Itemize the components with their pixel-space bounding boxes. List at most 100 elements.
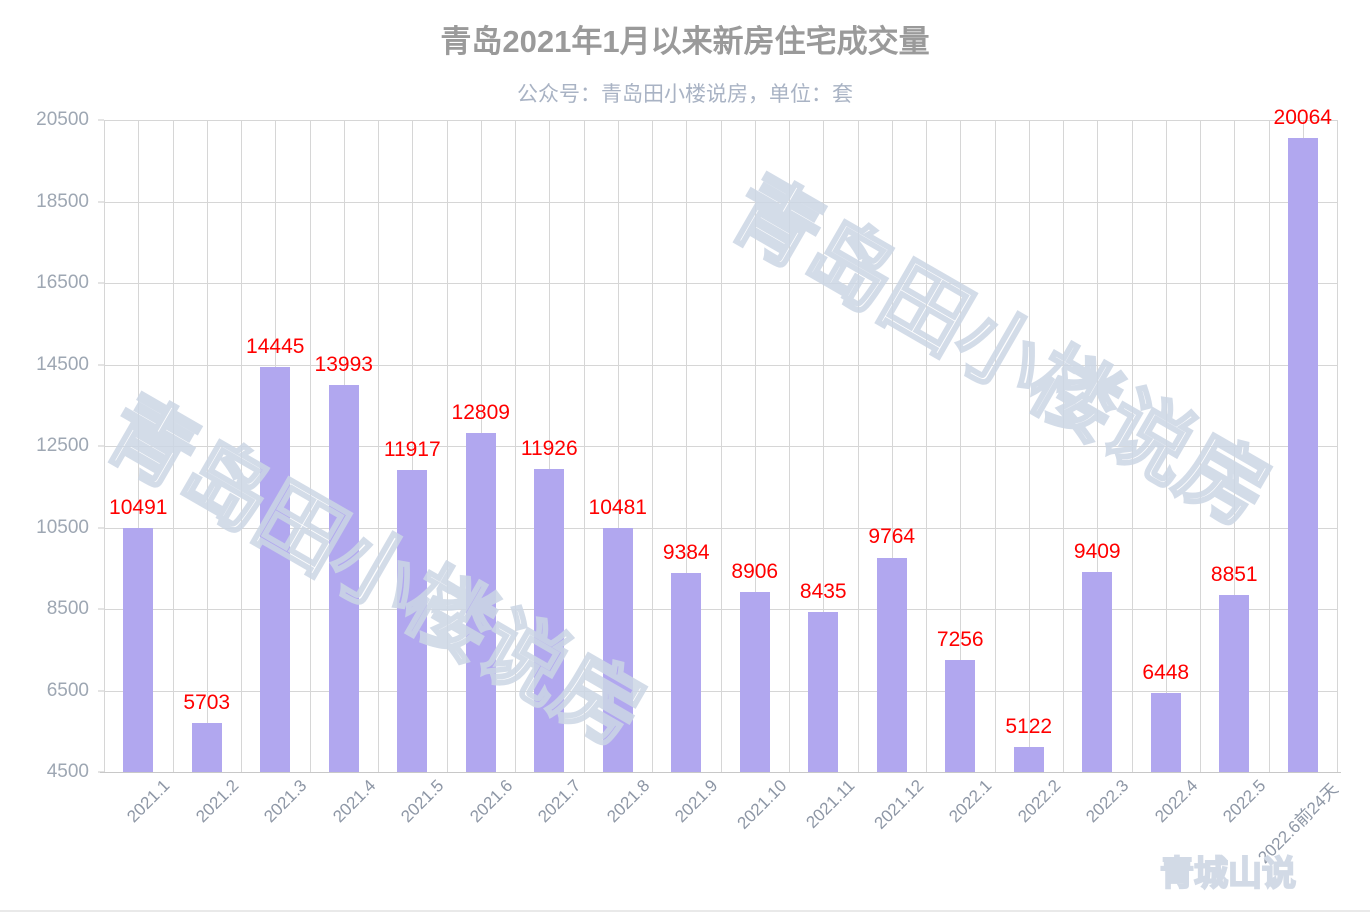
y-axis-tick-label: 12500 [36, 435, 89, 456]
bar[interactable] [260, 366, 290, 772]
bar[interactable] [1014, 746, 1044, 772]
bar-value-label: 5703 [183, 690, 231, 714]
gridline-vertical [789, 120, 790, 772]
bar[interactable] [877, 557, 907, 772]
gridline-vertical [995, 120, 996, 772]
bar[interactable] [123, 527, 153, 772]
x-axis-tick-label: 2021.12 [870, 776, 928, 833]
bar[interactable] [1151, 692, 1181, 772]
gridline-vertical [173, 120, 174, 772]
gridline-vertical [378, 120, 379, 772]
bar-value-label: 11917 [383, 437, 441, 461]
gridline-horizontal [104, 364, 1337, 366]
x-axis-tick-label: 2022.2 [1013, 776, 1065, 827]
bar[interactable] [1219, 594, 1249, 772]
bar[interactable] [740, 592, 770, 772]
bar-value-label: 9764 [868, 525, 916, 549]
gridline-horizontal [104, 120, 1337, 121]
bar[interactable] [397, 469, 427, 772]
y-axis-tick-mark [98, 364, 104, 365]
gridline-vertical [926, 120, 927, 772]
bottom-frame-line [0, 910, 1370, 912]
bar-value-label: 10491 [109, 495, 168, 519]
bar[interactable] [466, 433, 496, 772]
bar-value-label: 12809 [451, 401, 510, 425]
y-axis-tick-mark [98, 527, 104, 528]
gridline-vertical [241, 120, 242, 772]
bar[interactable] [1288, 137, 1318, 772]
y-axis-tick-label: 18500 [36, 190, 89, 212]
gridline-vertical [515, 120, 516, 772]
x-axis-tick-label: 2021.11 [802, 776, 859, 833]
gridline-horizontal [104, 283, 1337, 284]
bar-value-label: 11926 [520, 437, 578, 461]
x-axis-tick-label: 2021.5 [397, 776, 448, 827]
y-axis-tick-mark [98, 690, 104, 691]
x-axis-tick-label: 2021.1 [123, 776, 174, 827]
bar-value-label: 7256 [936, 627, 984, 651]
bar-value-label: 6448 [1142, 660, 1190, 684]
x-axis-tick-label: 2021.9 [671, 776, 722, 827]
y-axis-tick-label: 20500 [36, 109, 89, 130]
bar-value-label: 14445 [246, 334, 305, 358]
x-axis-tick-label: 2021.6 [465, 776, 517, 827]
gridline-vertical [104, 120, 105, 772]
gridline-vertical [1337, 120, 1338, 772]
bar-value-label: 8906 [731, 560, 779, 584]
gridline-vertical [310, 120, 311, 772]
y-axis-tick-mark [98, 201, 104, 202]
gridline-vertical [858, 120, 859, 772]
gridline-vertical [1132, 120, 1133, 772]
gridline-vertical [721, 120, 722, 772]
gridline-vertical [1269, 120, 1270, 772]
y-axis-tick-label: 4500 [46, 761, 89, 782]
x-axis-tick-label: 2021.10 [733, 776, 791, 833]
bar[interactable] [1082, 571, 1112, 772]
y-axis-tick-label: 6500 [46, 679, 89, 701]
gridline-vertical [584, 120, 585, 772]
y-axis-tick-mark [98, 771, 104, 773]
x-axis-tick-label: 2021.2 [191, 776, 243, 827]
bar[interactable] [671, 572, 701, 772]
gridline-vertical [447, 120, 448, 772]
bar-value-label: 5122 [1005, 714, 1053, 738]
bar[interactable] [808, 611, 838, 772]
bar[interactable] [945, 659, 975, 772]
bar-value-label: 8435 [799, 579, 847, 603]
bar-value-label: 10481 [588, 496, 647, 520]
bar[interactable] [192, 722, 222, 772]
y-axis-tick-label: 16500 [36, 272, 89, 293]
x-axis-tick-label: 2022.4 [1150, 776, 1202, 827]
y-axis-tick-label: 8500 [46, 598, 89, 619]
chart-subtitle: 公众号：青岛田小楼说房，单位：套 [517, 82, 853, 106]
gridline-vertical-minor [207, 120, 208, 772]
y-axis-tick-label: 14500 [36, 353, 89, 375]
bar[interactable] [534, 469, 564, 772]
gridline-horizontal [104, 201, 1337, 203]
chart-title: 青岛2021年1月以来新房住宅成交量 [440, 24, 930, 59]
y-axis-tick-mark [98, 282, 104, 284]
bar-value-label: 8851 [1210, 562, 1258, 586]
bar-value-label: 20064 [1273, 105, 1332, 129]
gridline-vertical [652, 120, 653, 772]
gridline-vertical-minor [1029, 120, 1030, 772]
y-axis-tick-label: 10500 [36, 516, 89, 538]
bar-value-label: 9384 [662, 540, 710, 564]
bar[interactable] [329, 385, 359, 772]
x-axis-tick-label: 2021.7 [534, 776, 585, 827]
bar-value-label: 13993 [314, 353, 373, 377]
x-axis-tick-label: 2021.4 [328, 776, 380, 827]
x-axis-tick-label: 2022.1 [945, 776, 996, 827]
bar[interactable] [603, 528, 633, 772]
y-axis-tick-mark [98, 608, 104, 610]
x-axis-tick-label: 2022.3 [1082, 776, 1133, 827]
x-axis-tick-label: 2021.3 [260, 776, 311, 827]
x-axis-line [100, 772, 1341, 773]
gridline-vertical [1200, 120, 1201, 772]
gridline-vertical [1063, 120, 1064, 772]
y-axis-tick-mark [98, 119, 104, 121]
x-axis-tick-label: 2021.8 [602, 776, 654, 827]
x-axis-tick-label: 2022.5 [1219, 776, 1270, 827]
y-axis-tick-mark [98, 445, 104, 447]
